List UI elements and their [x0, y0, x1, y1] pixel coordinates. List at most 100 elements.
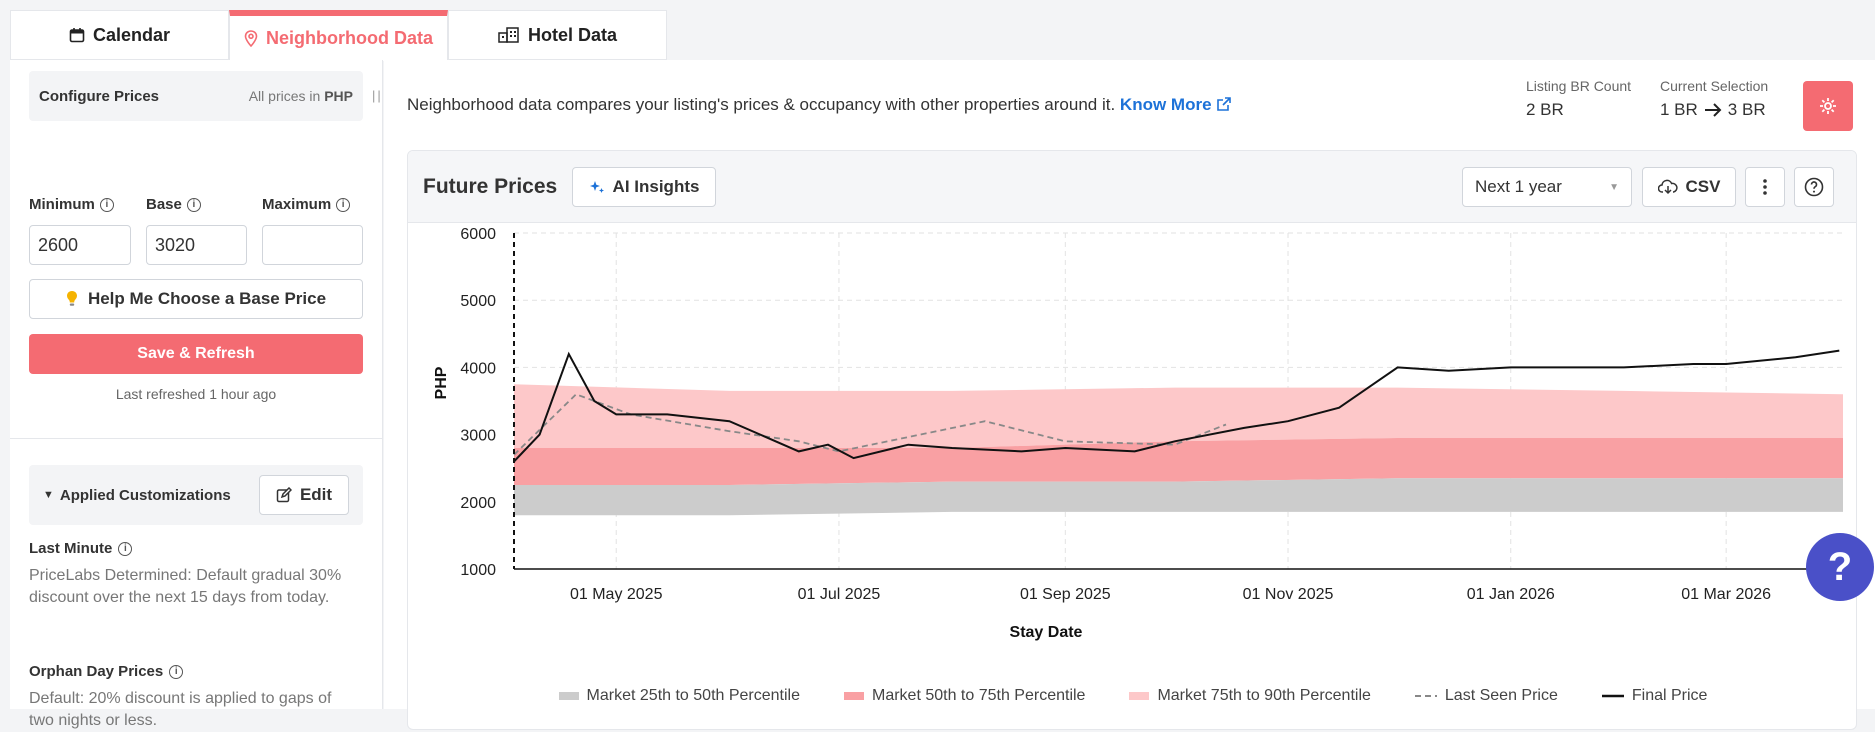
sidebar-divider	[10, 438, 383, 439]
edit-customizations-button[interactable]: Edit	[259, 475, 349, 515]
listing-br-value: 2 BR	[1526, 100, 1564, 119]
maximum-price-input[interactable]	[262, 225, 363, 265]
currency-code: PHP	[324, 88, 353, 104]
band-p75-90	[514, 384, 1843, 448]
ai-insights-button[interactable]: AI Insights	[572, 167, 716, 207]
y-tick-label: 5000	[460, 293, 496, 310]
gear-icon	[1820, 98, 1836, 114]
maximum-label: Maximum i	[262, 196, 351, 213]
arrow-right-icon	[1704, 103, 1722, 117]
x-tick-label: 01 Jul 2025	[798, 586, 881, 603]
legend-label: Market 50th to 75th Percentile	[872, 687, 1086, 704]
legend-swatch-p75-90	[1129, 692, 1150, 700]
future-prices-chart: 1000 2000 3000 4000 5000 6000 01 May 2025 01 Ju…	[433, 226, 1843, 641]
help-button-label: Help Me Choose a Base Price	[87, 289, 327, 308]
last-minute-text: PriceLabs Determined: Default gradual 30…	[29, 567, 342, 606]
applied-customizations-toggle[interactable]: ▼ Applied Customizations	[43, 487, 231, 504]
last-refreshed-text: Last refreshed 1 hour ago	[115, 386, 277, 402]
base-price-input[interactable]	[146, 225, 247, 265]
question-circle-icon	[1804, 177, 1824, 197]
tab-hotel-data[interactable]: Hotel Data	[448, 10, 667, 60]
map-pin-icon	[244, 30, 258, 47]
tab-calendar-label: Calendar	[92, 24, 171, 45]
info-icon[interactable]: i	[336, 197, 351, 212]
x-axis-label: Stay Date	[1010, 624, 1083, 641]
legend-item[interactable]: Last Seen Price	[1414, 687, 1558, 705]
chart-lines	[513, 349, 1840, 463]
selection-from: 1 BR	[1660, 100, 1698, 119]
edit-button-label: Edit	[299, 485, 333, 504]
main-panel: Neighborhood data compares your listing'…	[384, 60, 1875, 730]
cloud-download-icon	[1657, 179, 1678, 195]
y-axis-label: PHP	[433, 366, 450, 399]
chart-help-button[interactable]	[1794, 167, 1834, 207]
sidebar: Configure Prices All prices in PHP Minim…	[10, 60, 383, 729]
legend-swatch-p25-50	[558, 692, 579, 700]
csv-download-button[interactable]: CSV	[1642, 167, 1736, 207]
external-link-icon	[1217, 97, 1232, 111]
tab-neighborhood-data[interactable]: Neighborhood Data	[229, 10, 448, 61]
x-tick-label: 01 May 2025	[570, 586, 663, 603]
caret-down-icon: ▼	[43, 489, 54, 501]
x-tick-label: 01 Jan 2026	[1467, 586, 1555, 603]
currency-note: All prices in PHP	[249, 88, 353, 104]
ai-insights-label: AI Insights	[612, 177, 700, 196]
chart-legend: Market 25th to 50th Percentile Market 50…	[408, 681, 1856, 711]
legend-swatch-final	[1601, 694, 1624, 698]
edit-icon	[276, 487, 292, 503]
info-icon[interactable]: i	[99, 197, 114, 212]
info-icon[interactable]: i	[169, 664, 184, 679]
current-selection-value[interactable]: 1 BR 3 BR	[1660, 100, 1768, 120]
chevron-down-icon: ▼	[1609, 181, 1619, 193]
tab-calendar[interactable]: Calendar	[10, 10, 229, 60]
more-options-button[interactable]	[1745, 167, 1785, 207]
neighborhood-description: Neighborhood data compares your listing'…	[407, 95, 1232, 115]
legend-label: Last Seen Price	[1444, 687, 1558, 704]
configure-prices-header: Configure Prices All prices in PHP	[29, 71, 363, 121]
y-tick-label: 4000	[460, 360, 496, 377]
card-header: Future Prices AI Insights Next 1 year ▼ …	[408, 151, 1856, 223]
configure-prices-title: Configure Prices	[39, 87, 160, 105]
chart-axes: 1000 2000 3000 4000 5000 6000 01 May 2025 01 Ju…	[460, 226, 1843, 603]
lightbulb-icon	[66, 291, 77, 306]
y-tick-label: 2000	[460, 495, 496, 512]
minimum-label: Minimum i	[29, 196, 114, 213]
selection-to: 3 BR	[1727, 100, 1766, 119]
settings-button[interactable]	[1803, 81, 1853, 131]
legend-label: Market 75th to 90th Percentile	[1157, 687, 1371, 704]
legend-item[interactable]: Market 50th to 75th Percentile	[844, 687, 1085, 705]
orphan-day-text: Default: 20% discount is applied to gaps…	[29, 690, 332, 729]
help-chat-button[interactable]: ?	[1806, 533, 1874, 601]
currency-note-prefix: All prices in	[248, 88, 321, 104]
info-icon[interactable]: i	[186, 197, 201, 212]
minimum-price-input[interactable]	[29, 225, 131, 265]
orphan-day-title: Orphan Day Prices i	[29, 663, 184, 680]
final-price-line	[513, 349, 1840, 463]
tab-bar: Calendar Neighborhood Data Hotel Data	[10, 10, 667, 61]
building-icon	[498, 27, 519, 43]
chart-bands	[514, 384, 1843, 516]
date-range-select[interactable]: Next 1 year ▼	[1462, 167, 1632, 207]
last-minute-title: Last Minute i	[29, 540, 133, 557]
legend-item[interactable]: Final Price	[1601, 687, 1708, 705]
help-choose-base-price-button[interactable]: Help Me Choose a Base Price	[29, 279, 363, 319]
date-range-value: Next 1 year	[1475, 177, 1562, 196]
tab-neighborhood-data-label: Neighborhood Data	[266, 28, 433, 48]
legend-item[interactable]: Market 25th to 50th Percentile	[558, 687, 800, 705]
csv-label: CSV	[1685, 177, 1721, 196]
y-tick-label: 3000	[460, 428, 496, 445]
save-refresh-button[interactable]: Save & Refresh	[29, 334, 363, 374]
x-tick-label: 01 Nov 2025	[1243, 586, 1334, 603]
listing-br-count: Listing BR Count 2 BR	[1526, 78, 1631, 120]
future-prices-title: Future Prices	[423, 175, 558, 198]
legend-label: Final Price	[1631, 687, 1708, 704]
current-selection-label: Current Selection	[1660, 78, 1769, 94]
y-tick-label: 1000	[460, 562, 496, 579]
question-mark-icon: ?	[1827, 544, 1853, 589]
current-selection: Current Selection 1 BR 3 BR	[1660, 78, 1768, 120]
legend-item[interactable]: Market 75th to 90th Percentile	[1129, 687, 1371, 705]
info-icon[interactable]: i	[118, 541, 133, 556]
calendar-icon	[69, 28, 85, 43]
legend-label: Market 25th to 50th Percentile	[586, 687, 800, 704]
know-more-link[interactable]: Know More	[1120, 95, 1232, 114]
